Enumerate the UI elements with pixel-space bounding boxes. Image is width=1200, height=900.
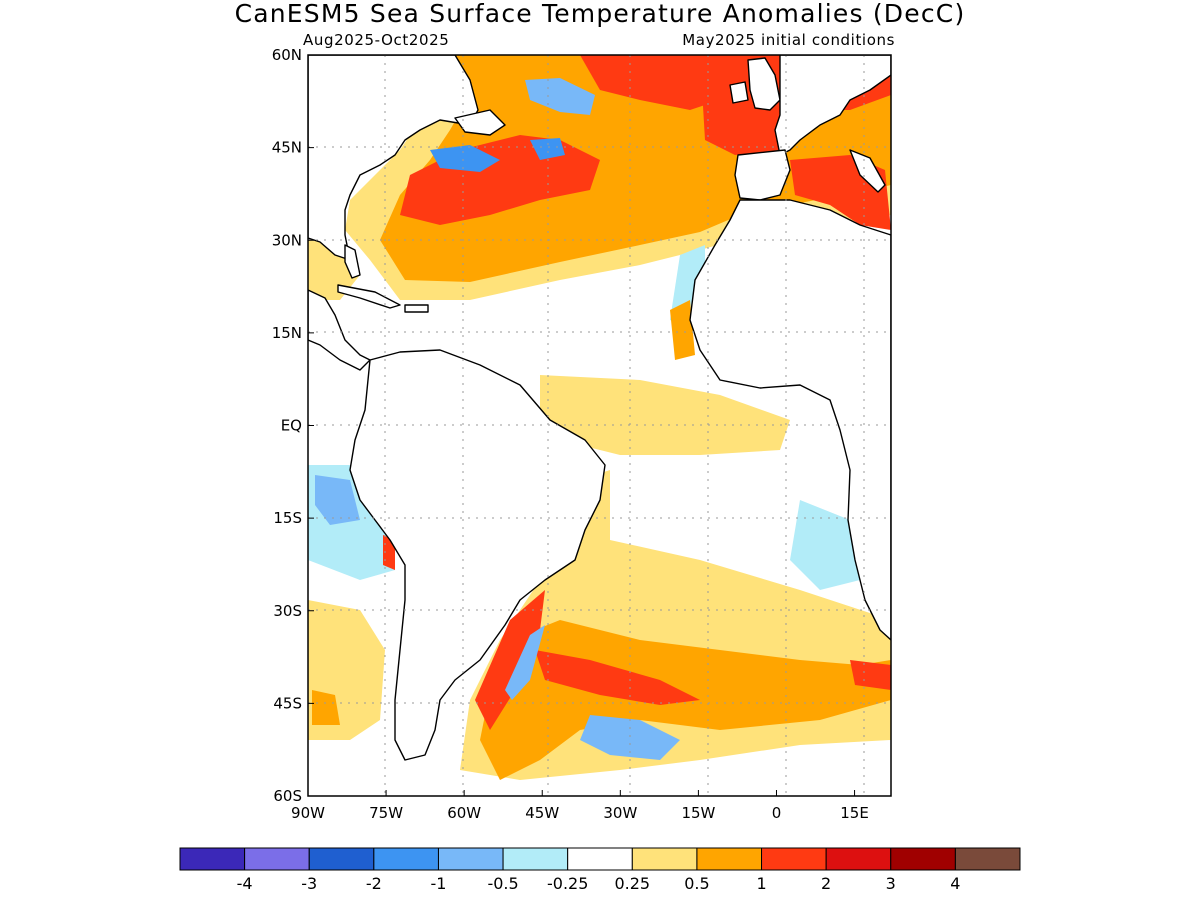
anomaly-region-west-africa-orange	[670, 300, 695, 360]
longitude-axis: 90W 75W 60W 45W 30W 15W 0 15E	[291, 790, 869, 822]
anomaly-region-southern-blue	[580, 715, 680, 760]
anomaly-region-pacific-blue	[315, 475, 360, 525]
lon-tick-label: 60W	[447, 804, 481, 822]
graticule	[308, 55, 891, 796]
lat-tick-label: 15S	[273, 509, 302, 527]
lon-tick-label: 90W	[291, 804, 325, 822]
lat-tick-label: 15N	[272, 324, 302, 342]
anomaly-region-labrador-blue	[525, 78, 595, 115]
anomaly-region-benguela-cool	[790, 500, 860, 590]
colorbar-swatch	[244, 847, 310, 871]
colorbar-label: -2	[366, 874, 382, 893]
colorbar-swatch	[437, 847, 504, 871]
colorbar-swatch	[567, 847, 633, 871]
lat-tick-label: 45N	[272, 139, 302, 157]
land-masses	[308, 55, 891, 761]
lat-tick-label: 45S	[273, 694, 302, 712]
land-europe	[774, 55, 891, 156]
land-hispaniola	[404, 304, 429, 313]
land-cuba	[337, 284, 401, 309]
anomaly-region-newfoundland-blue	[430, 145, 500, 172]
colorbar-label: 4	[950, 874, 960, 893]
anomaly-region-newfoundland-blue2	[530, 138, 565, 160]
colorbar-swatch	[308, 847, 375, 871]
lon-tick-label: 15E	[840, 804, 869, 822]
colorbar-label: 2	[821, 874, 831, 893]
lon-tick-label: 75W	[369, 804, 403, 822]
anomaly-region-brazil-malvinas-red	[475, 590, 545, 730]
land-nova-scotia	[454, 109, 506, 136]
lon-tick-label: 15W	[681, 804, 715, 822]
land-florida	[344, 244, 361, 279]
colorbar-label: 3	[886, 874, 896, 893]
colorbar-label: 1	[756, 874, 766, 893]
anomaly-region-northeast-red	[580, 55, 720, 110]
land-africa	[689, 199, 891, 641]
anomaly-region-southeast-red	[850, 660, 891, 690]
colorbar-label: 0.5	[684, 874, 709, 893]
lon-tick-label: 0	[772, 804, 782, 822]
colorbar-swatch	[373, 847, 439, 871]
colorbar-swatch	[761, 847, 827, 871]
lat-tick-label: 60N	[272, 46, 302, 64]
land-italy	[849, 149, 886, 193]
land-north-america	[308, 55, 479, 261]
colorbar-label: -0.5	[487, 874, 518, 893]
lon-tick-label: 30W	[603, 804, 637, 822]
colorbar-label: -1	[430, 874, 446, 893]
lon-tick-label: 45W	[525, 804, 559, 822]
colorbar-swatch	[179, 847, 246, 871]
anomaly-region-south-atlantic-red	[535, 650, 700, 705]
figure-title: CanESM5 Sea Surface Temperature Anomalie…	[235, 0, 966, 28]
colorbar-label: 0.25	[614, 874, 650, 893]
colorbar-swatch	[825, 847, 892, 871]
anomaly-region-equatorial-yellow	[540, 375, 790, 455]
colorbar-swatch	[696, 847, 763, 871]
land-uk	[747, 57, 781, 111]
colorbar-swatch	[890, 847, 956, 871]
lat-tick-label: 30N	[272, 231, 302, 249]
colorbar-swatch	[954, 847, 1021, 871]
latitude-axis: 60N 45N 30N 15N EQ 15S 30S 45S 60S	[272, 46, 314, 805]
land-south-america	[349, 349, 606, 761]
colorbar-label: -4	[237, 874, 253, 893]
colorbar-label: -3	[301, 874, 317, 893]
colorbar-swatch	[502, 847, 569, 871]
land-iberia	[734, 149, 791, 201]
subtitle-initial-conditions: May2025 initial conditions	[682, 31, 895, 49]
anomaly-region-pacific-orange	[312, 690, 340, 725]
lat-tick-label: 60S	[273, 787, 302, 805]
lat-tick-label: 30S	[273, 602, 302, 620]
land-ireland	[729, 81, 749, 104]
subtitle-period: Aug2025-Oct2025	[303, 31, 449, 49]
anomaly-region-brazil-cool	[505, 625, 545, 700]
map-plot-area	[308, 55, 891, 796]
colorbar: -4 -3 -2 -1 -0.5 -0.25 0.25 0.5 1 2 3 4	[179, 847, 1021, 893]
lat-tick-label: EQ	[281, 417, 302, 435]
colorbar-label: -0.25	[547, 874, 588, 893]
colorbar-swatch	[631, 847, 698, 871]
